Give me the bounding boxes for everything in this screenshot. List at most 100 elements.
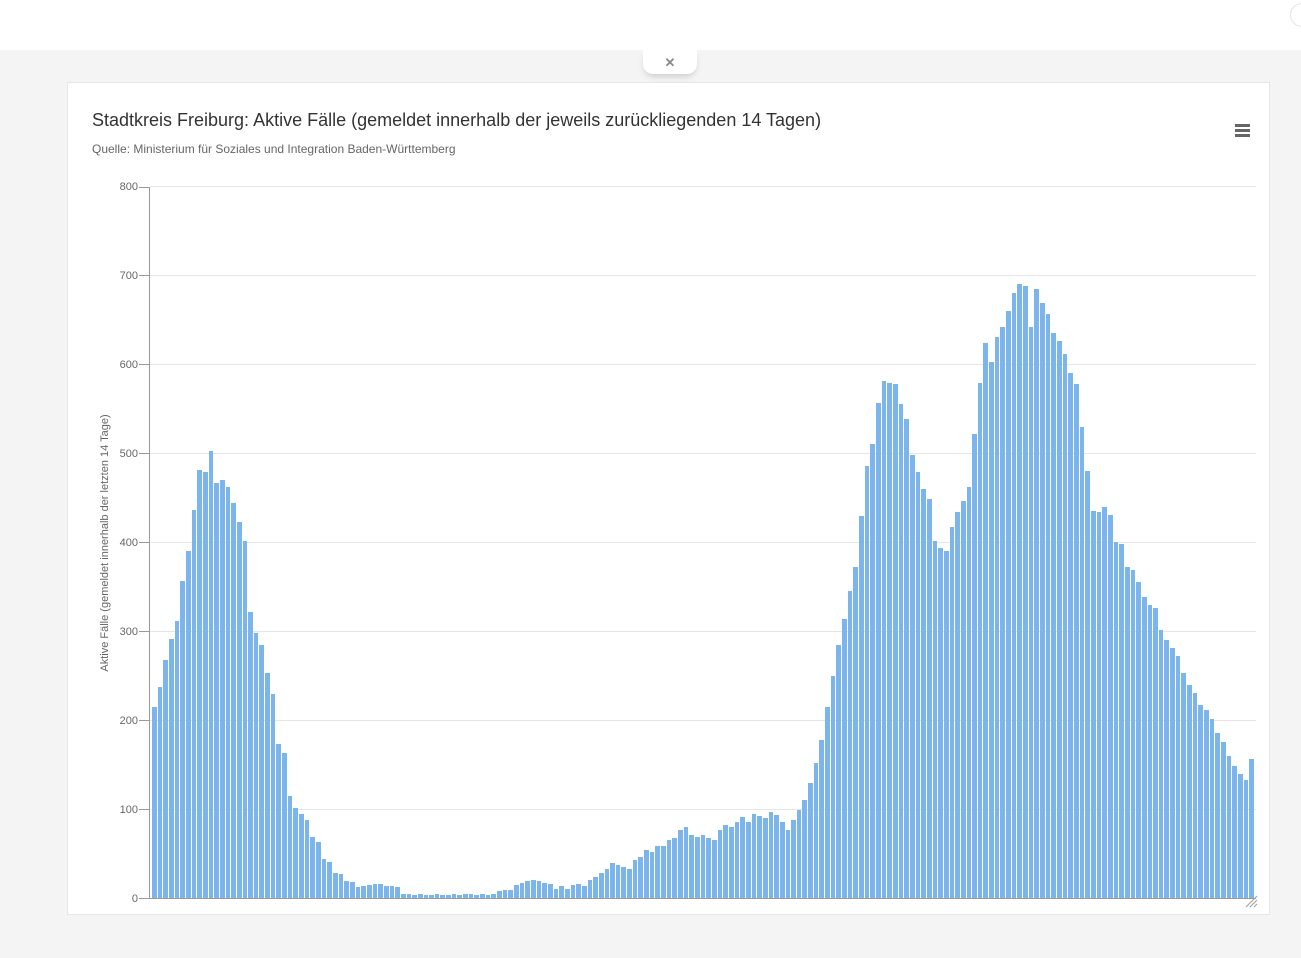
bar[interactable] <box>423 895 429 898</box>
bar[interactable] <box>1000 327 1006 898</box>
bar[interactable] <box>231 502 236 898</box>
bar[interactable] <box>440 895 446 898</box>
bar[interactable] <box>1147 604 1153 898</box>
bar[interactable] <box>1079 426 1085 898</box>
bar[interactable] <box>389 886 395 898</box>
bar[interactable] <box>1119 544 1124 898</box>
bar[interactable] <box>745 821 751 898</box>
bar[interactable] <box>310 836 316 898</box>
bar[interactable] <box>836 644 842 898</box>
bar[interactable] <box>536 881 542 898</box>
bar[interactable] <box>892 384 898 898</box>
bar[interactable] <box>349 882 355 898</box>
bar[interactable] <box>253 633 259 898</box>
bar[interactable] <box>530 880 536 898</box>
bar[interactable] <box>366 884 372 898</box>
bar[interactable] <box>1006 310 1011 898</box>
bar[interactable] <box>1130 570 1136 898</box>
bar[interactable] <box>1107 514 1113 898</box>
bar[interactable] <box>655 845 661 898</box>
bar[interactable] <box>417 893 423 898</box>
bar[interactable] <box>989 362 994 898</box>
bar[interactable] <box>661 846 666 898</box>
bar[interactable] <box>1187 684 1192 898</box>
bar[interactable] <box>932 540 938 898</box>
bar[interactable] <box>972 434 977 898</box>
bar[interactable] <box>853 567 859 898</box>
bar[interactable] <box>219 480 225 898</box>
bar[interactable] <box>547 883 553 898</box>
bar[interactable] <box>1102 506 1107 898</box>
resize-handle[interactable] <box>1242 892 1258 908</box>
bar[interactable] <box>938 547 943 898</box>
bar[interactable] <box>1051 332 1056 898</box>
bar[interactable] <box>1023 285 1028 898</box>
bar[interactable] <box>242 540 248 898</box>
bar[interactable] <box>898 403 904 898</box>
bar[interactable] <box>751 813 757 898</box>
bar[interactable] <box>621 866 627 898</box>
bar[interactable] <box>508 890 513 898</box>
bar[interactable] <box>559 886 564 898</box>
bar[interactable] <box>225 486 231 898</box>
bar[interactable] <box>615 865 621 898</box>
bar[interactable] <box>960 500 966 898</box>
bar[interactable] <box>802 800 808 898</box>
bar[interactable] <box>847 590 853 898</box>
bar[interactable] <box>163 659 168 898</box>
bar[interactable] <box>287 795 293 898</box>
bar[interactable] <box>1096 512 1102 898</box>
bar[interactable] <box>649 851 655 898</box>
bar[interactable] <box>813 762 819 898</box>
bar[interactable] <box>191 509 197 898</box>
bar[interactable] <box>717 830 723 898</box>
bar[interactable] <box>259 644 265 898</box>
bar[interactable] <box>1209 719 1215 898</box>
bar[interactable] <box>779 821 785 898</box>
bar[interactable] <box>1057 340 1062 898</box>
bar[interactable] <box>185 551 191 898</box>
bar[interactable] <box>774 815 779 898</box>
bar[interactable] <box>706 838 711 898</box>
bar[interactable] <box>293 808 299 898</box>
bar[interactable] <box>734 822 740 898</box>
bar[interactable] <box>168 638 174 898</box>
bar[interactable] <box>1238 774 1243 898</box>
bar[interactable] <box>553 889 559 898</box>
bar[interactable] <box>1028 327 1034 898</box>
bar[interactable] <box>955 512 960 898</box>
bar[interactable] <box>909 455 915 898</box>
bar[interactable] <box>1040 302 1045 898</box>
bar[interactable] <box>808 783 813 898</box>
bar[interactable] <box>485 895 491 898</box>
bar[interactable] <box>700 834 706 898</box>
bar[interactable] <box>1073 384 1079 898</box>
bar[interactable] <box>966 487 972 898</box>
bar[interactable] <box>1017 283 1023 898</box>
bar[interactable] <box>683 826 689 898</box>
bar[interactable] <box>1141 596 1147 898</box>
bar[interactable] <box>197 469 202 898</box>
bar[interactable] <box>864 466 870 898</box>
bar[interactable] <box>994 337 1000 898</box>
bar[interactable] <box>768 811 774 898</box>
bar[interactable] <box>921 489 926 898</box>
bar[interactable] <box>1011 292 1017 898</box>
bar[interactable] <box>429 895 434 898</box>
bar[interactable] <box>446 895 451 898</box>
bar[interactable] <box>474 895 480 898</box>
bar[interactable] <box>502 890 508 898</box>
bar[interactable] <box>525 881 530 898</box>
bar[interactable] <box>157 687 163 898</box>
bar[interactable] <box>468 894 474 898</box>
bar[interactable] <box>1062 354 1068 898</box>
bar[interactable] <box>904 418 909 898</box>
bar[interactable] <box>1090 510 1096 898</box>
bar[interactable] <box>943 550 949 898</box>
bar[interactable] <box>316 842 321 898</box>
bar[interactable] <box>338 874 344 898</box>
bar[interactable] <box>451 894 457 898</box>
bar[interactable] <box>723 825 728 898</box>
bar[interactable] <box>666 840 672 898</box>
bar[interactable] <box>406 894 412 898</box>
